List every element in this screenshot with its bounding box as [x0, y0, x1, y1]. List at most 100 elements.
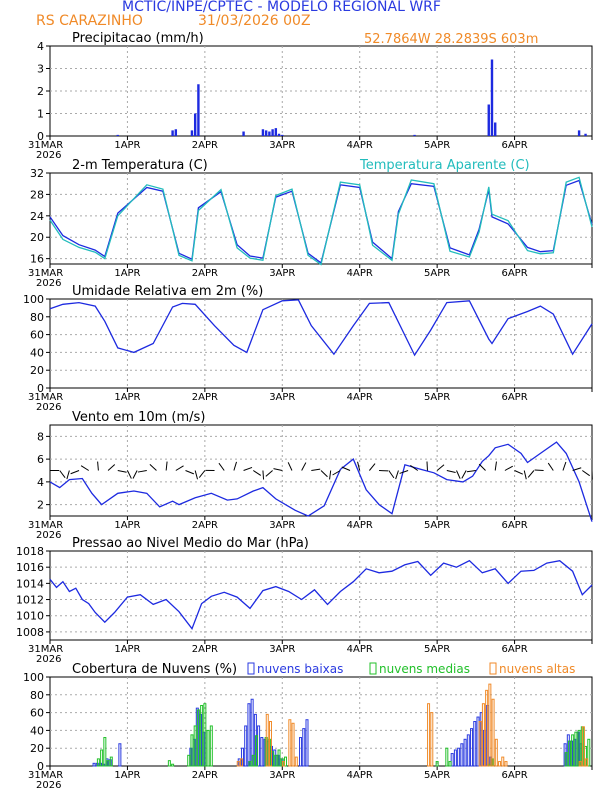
legend-label: nuvens altas	[499, 662, 575, 676]
x-tick-label: 31MAR	[28, 140, 63, 151]
wind-arrow	[446, 470, 456, 474]
cloud-bar-high	[585, 758, 589, 767]
wind-arrow	[97, 461, 99, 471]
x-tick-label: 1APR	[114, 140, 140, 151]
cloud-bar-mid	[206, 729, 210, 767]
wind-arrow	[59, 470, 66, 478]
precip-bar	[413, 134, 416, 136]
x-tick-label: 6APR	[501, 644, 527, 655]
legend-swatch	[489, 662, 497, 675]
cloud-bar-high	[430, 712, 434, 767]
cloud-bar-mid	[254, 735, 258, 767]
cloud-bar-mid	[251, 754, 255, 767]
series-line-1	[49, 179, 593, 265]
cloud-bar-high	[485, 689, 489, 767]
wind-arrow	[175, 465, 184, 471]
precip-bar	[281, 134, 284, 136]
cloud-bar-high	[265, 713, 269, 767]
cloud-bar-mid	[190, 734, 194, 767]
wind-arrow	[132, 470, 138, 479]
cloud-bar-mid	[193, 725, 197, 767]
x-year-label: 2026	[36, 654, 61, 665]
cloud-bar-mid	[564, 752, 568, 767]
wind-arrow	[523, 470, 527, 480]
precip-bar	[197, 84, 200, 136]
y-tick-label: 100	[23, 671, 44, 684]
x-tick-label: 4APR	[347, 392, 373, 403]
y-tick-label: 80	[30, 689, 44, 702]
wind-arrow	[478, 463, 486, 471]
wind-arrow	[252, 470, 262, 476]
panel-frame	[49, 298, 593, 389]
series-line-1	[49, 559, 593, 631]
precip-bar	[274, 128, 278, 136]
precip-bar	[494, 122, 497, 136]
wind-arrow	[198, 470, 206, 478]
y-tick-label: 1012	[16, 594, 44, 607]
wind-arrow	[436, 464, 445, 471]
x-tick-label: 3APR	[269, 140, 295, 151]
wind-arrow	[311, 468, 321, 471]
wind-arrow	[117, 470, 127, 473]
x-tick-label: 5APR	[424, 140, 450, 151]
precip-bar	[261, 129, 265, 136]
wind-arrow	[388, 470, 395, 479]
cloud-bar-mid	[571, 734, 575, 767]
x-tick-label: 31MAR	[28, 392, 63, 403]
x-tick-label: 2APR	[192, 520, 218, 531]
wind-arrow	[273, 468, 283, 471]
header-title: MCTIC/INPE/CPTEC - MODELO REGIONAL WRF	[122, 0, 441, 15]
panel-title: Precipitacao (mm/h)	[72, 31, 204, 46]
wind-arrow	[80, 465, 89, 471]
wind-arrow	[369, 463, 376, 471]
x-tick-label: 4APR	[347, 644, 373, 655]
wind-arrow	[243, 466, 253, 471]
cloud-bar-low	[247, 703, 251, 767]
cloud-bar-high	[281, 761, 285, 767]
y-tick-label: 0	[37, 130, 44, 143]
header-location: 52.7864W 28.2839S 603m	[364, 32, 538, 47]
x-year-label: 2026	[36, 150, 61, 161]
wind-arrow	[504, 465, 514, 471]
wind-arrow	[461, 470, 467, 479]
wind-arrow	[107, 464, 116, 471]
header-run: 31/03/2026 00Z	[198, 13, 311, 29]
y-tick-label: 0	[37, 760, 44, 773]
x-tick-label: 6APR	[501, 140, 527, 151]
y-tick-label: 60	[30, 329, 44, 342]
cloud-bar-low	[453, 749, 457, 767]
cloud-bar-mid	[567, 740, 571, 767]
x-tick-label: 6APR	[501, 770, 527, 781]
wind-arrow	[137, 470, 147, 473]
wind-arrow	[514, 470, 523, 475]
legend-label: Temperatura Aparente (C)	[359, 158, 530, 173]
cloud-bar-low	[470, 728, 474, 767]
cloud-bar-high	[491, 698, 495, 767]
cloud-bar-mid	[209, 725, 213, 767]
cloud-bar-low	[457, 747, 461, 767]
x-year-label: 2026	[36, 780, 61, 791]
wind-arrow	[332, 470, 341, 476]
x-tick-label: 3APR	[269, 392, 295, 403]
cloud-bar-mid	[203, 703, 207, 767]
wind-arrow	[456, 470, 461, 479]
cloud-bar-mid	[96, 758, 100, 767]
x-tick-label: 31MAR	[28, 644, 63, 655]
x-tick-label: 4APR	[347, 268, 373, 279]
x-tick-label: 2APR	[192, 770, 218, 781]
wind-arrow	[341, 466, 351, 471]
y-tick-label: 1016	[16, 561, 44, 574]
cloud-bar-mid	[196, 709, 200, 767]
series-line-2	[49, 176, 593, 266]
header-station: RS CARAZINHO	[36, 13, 143, 29]
precip-bar	[242, 131, 245, 136]
y-tick-label: 20	[30, 364, 44, 377]
cloud-bar-low	[460, 743, 464, 767]
cloud-bar-low	[299, 737, 303, 767]
cloud-bar-low	[463, 738, 467, 767]
precip-bar	[277, 133, 281, 136]
precip-bar	[193, 113, 197, 136]
y-tick-label: 24	[30, 210, 44, 223]
x-tick-label: 1APR	[114, 268, 140, 279]
series-line-1	[49, 299, 593, 357]
